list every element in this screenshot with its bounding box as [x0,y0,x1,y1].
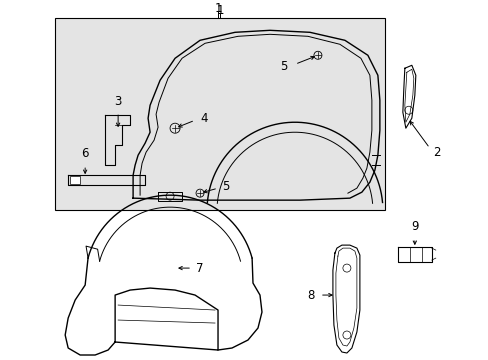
Text: 4: 4 [200,112,207,125]
Text: 1: 1 [216,4,224,17]
Text: 8: 8 [307,289,314,302]
Text: 2: 2 [432,146,439,159]
Text: 7: 7 [196,262,203,275]
Text: 5: 5 [222,180,229,193]
Bar [55,18,384,210]
Text: 9: 9 [410,220,418,233]
Text: 5: 5 [280,60,287,73]
Text: 1: 1 [214,2,222,15]
Text: 6: 6 [81,147,89,160]
Bar [70,176,80,184]
Text: 3: 3 [114,95,122,108]
